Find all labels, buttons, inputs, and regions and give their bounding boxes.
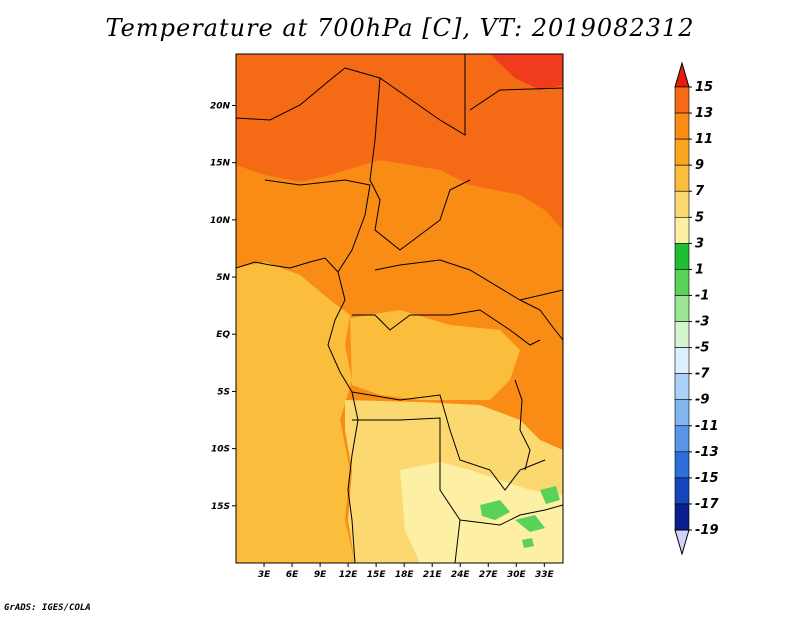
green-patch-1 (480, 500, 510, 520)
colorbar-segment (674, 503, 690, 531)
lon-tick-label: 30E (507, 570, 527, 580)
green-patch-2 (515, 515, 545, 532)
colorbar-label: -11 (695, 419, 719, 434)
colorbar-label: 7 (695, 184, 705, 199)
hot-spot-northeast (490, 54, 563, 90)
latitude-axis: 20N 15N 10N 5N EQ 5S 10S 15S (210, 101, 236, 512)
colorbar-segment (674, 138, 690, 166)
lon-tick-label: 15E (367, 570, 387, 580)
lat-tick-label: 10S (211, 445, 230, 455)
colorbar-segment (674, 216, 690, 244)
lon-tick-label: 27E (479, 570, 499, 580)
moderate-band (236, 165, 563, 340)
colorbar-segment (674, 269, 690, 296)
colorbar-segment (674, 112, 690, 140)
lon-tick-label: 18E (395, 570, 415, 580)
border-car (374, 259, 563, 301)
lon-tick-label: 21E (423, 570, 443, 580)
border-angola (352, 417, 461, 563)
colorbar-segment (674, 451, 690, 479)
colorbar-segment (674, 86, 690, 114)
border-nigeria (264, 179, 371, 273)
colorbar-segment (674, 477, 690, 505)
colorbar-label: 11 (695, 132, 713, 147)
lon-tick-label: 9E (314, 570, 327, 580)
colorbar-segment (674, 295, 690, 322)
colorbar-label: 3 (695, 236, 704, 251)
green-patch-4 (522, 538, 534, 548)
congo-region (350, 310, 520, 400)
colorbar-label: 13 (695, 106, 713, 121)
warm-north-region (236, 54, 563, 230)
lon-tick-label: 6E (286, 570, 299, 580)
colorbar-label: 5 (695, 210, 704, 225)
lat-tick-label: 5N (216, 273, 230, 283)
lon-tick-label: 12E (339, 570, 359, 580)
chart-title: Temperature at 700hPa [C], VT: 201908231… (105, 14, 695, 42)
ocean-region (236, 262, 355, 563)
temperature-field (236, 54, 563, 563)
lake-tanganyika (514, 379, 531, 471)
colorbar-label: -15 (695, 471, 719, 486)
lat-tick-label: 15N (210, 159, 231, 169)
colorbar-segment (674, 164, 690, 192)
lat-tick-label: 5S (217, 387, 230, 397)
colorbar-segment (674, 425, 690, 453)
country-borders (236, 54, 563, 563)
colorbar-label: -17 (695, 497, 719, 512)
colorbar-segment (674, 373, 690, 401)
colorbar-segment (674, 399, 690, 427)
border-chad (369, 77, 471, 251)
border-sahara-1 (236, 54, 466, 136)
border-drc-south (351, 391, 546, 491)
credit-label: GrADS: IGES/COLA (4, 603, 91, 613)
colorbar-label: -7 (695, 367, 710, 382)
lon-tick-label: 3E (258, 570, 271, 580)
colorbar-segment (674, 347, 690, 374)
colorbar-label: -3 (695, 315, 709, 330)
lat-tick-label: EQ (216, 330, 230, 340)
colorbar-label: -19 (695, 523, 719, 538)
lon-tick-label: 24E (451, 570, 471, 580)
longitude-axis: 3E 6E 9E 12E 15E 18E 21E 24E 27E 30E 33E (258, 563, 555, 580)
colorbar-top-arrow (674, 61, 690, 88)
green-patch-3 (540, 486, 560, 504)
colorbar-label: -1 (695, 288, 709, 303)
colorbar-label: -13 (695, 445, 719, 460)
colorbar-segment (674, 243, 690, 270)
colorbar-bottom-arrow (674, 529, 690, 556)
colorbar-label: -9 (695, 393, 709, 408)
lat-tick-label: 15S (211, 502, 230, 512)
colorbar-label: -5 (695, 341, 709, 356)
colorbar: 15 13 11 9 7 5 3 1 -1 -3 -5 -7 -9 -11 -13 -15 -17 -19 (674, 61, 719, 556)
border-east (519, 299, 563, 341)
coastline-west (236, 257, 359, 563)
colorbar-segment (674, 321, 690, 348)
lon-tick-label: 33E (535, 570, 555, 580)
map-frame (235, 53, 564, 564)
lat-tick-label: 10N (210, 216, 231, 226)
border-sahara-2 (469, 87, 563, 111)
colorbar-segment (674, 190, 690, 218)
border-zambia (459, 504, 563, 526)
colorbar-label: 1 (695, 262, 704, 277)
border-congo (352, 309, 541, 346)
lat-tick-label: 20N (210, 101, 231, 111)
colorbar-label: 15 (695, 80, 713, 95)
colorbar-label: 9 (695, 158, 704, 173)
